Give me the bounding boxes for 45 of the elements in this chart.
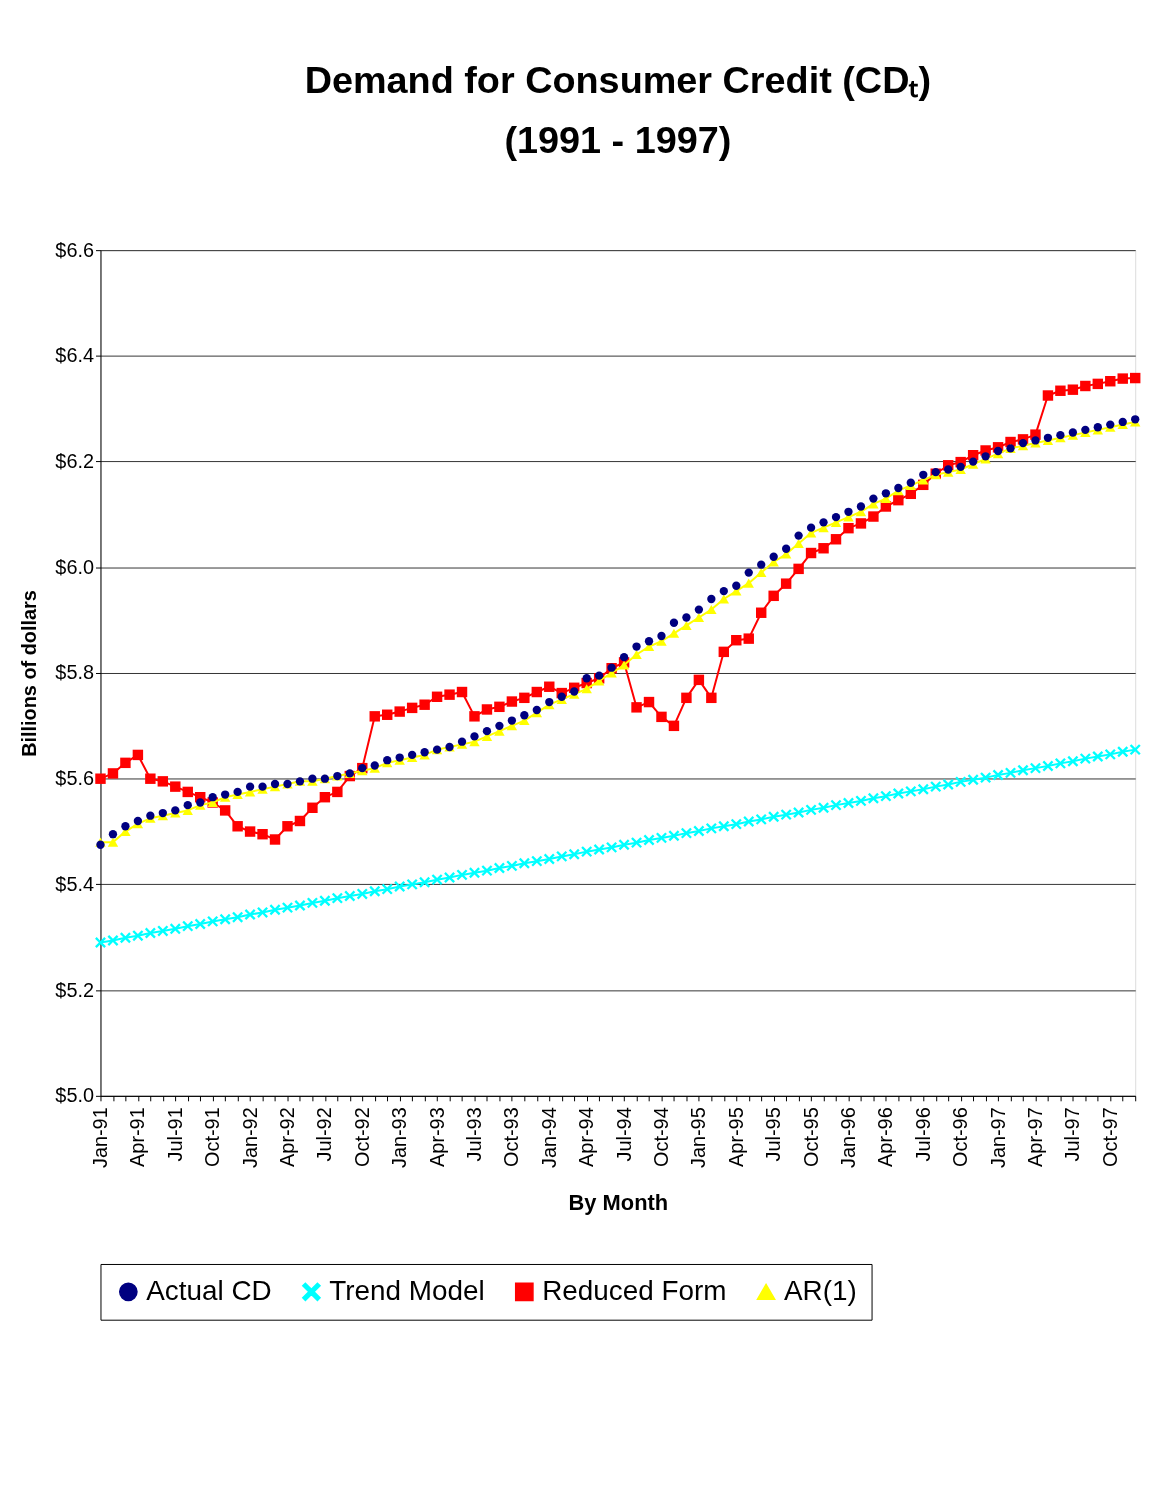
- chart-title: Demand for Consumer Credit (CDₜ): [304, 58, 932, 101]
- x-tick-label: Oct-96: [949, 1107, 972, 1167]
- y-tick-label: $6.0: [55, 555, 95, 578]
- x-tick-label: Jul-91: [163, 1107, 186, 1162]
- x-tick-label: Jan-96: [836, 1107, 859, 1169]
- x-tick-label: Apr-94: [575, 1107, 598, 1167]
- x-tick-label: Jul-92: [313, 1107, 336, 1162]
- x-tick-label: Apr-92: [275, 1107, 298, 1167]
- x-tick-label: Jul-93: [462, 1107, 485, 1162]
- x-tick-label: Jul-94: [612, 1107, 635, 1162]
- x-tick-label: Oct-93: [500, 1107, 523, 1167]
- x-tick-label: Jul-96: [911, 1107, 934, 1162]
- x-tick-label: Apr-96: [874, 1107, 897, 1167]
- x-tick-label: Jan-92: [238, 1107, 261, 1169]
- legend-label: Actual CD: [146, 1274, 272, 1306]
- legend-label: AR(1): [784, 1274, 857, 1306]
- y-tick-label: $6.2: [55, 450, 95, 473]
- y-tick-label: $5.4: [55, 872, 95, 895]
- x-tick-label: Apr-97: [1023, 1107, 1046, 1167]
- x-tick-label: Jan-94: [537, 1107, 560, 1169]
- y-tick-label: $5.8: [55, 661, 95, 684]
- x-tick-label: Oct-95: [799, 1107, 822, 1167]
- x-tick-label: Oct-91: [201, 1107, 224, 1167]
- x-tick-label: Apr-95: [724, 1107, 747, 1167]
- y-tick-label: $6.4: [55, 344, 95, 367]
- x-tick-label: Oct-92: [350, 1107, 373, 1167]
- legend-label: Trend Model: [329, 1274, 485, 1306]
- y-tick-label: $6.6: [55, 238, 95, 261]
- y-tick-label: $5.2: [55, 978, 95, 1001]
- x-tick-label: Jan-91: [88, 1107, 111, 1169]
- x-tick-label: Jan-97: [986, 1107, 1009, 1169]
- x-tick-label: Jan-93: [388, 1107, 411, 1169]
- y-tick-label: $5.0: [55, 1084, 95, 1107]
- x-tick-label: Oct-97: [1098, 1107, 1121, 1167]
- x-tick-label: Jan-95: [687, 1107, 710, 1169]
- x-tick-label: Jul-95: [762, 1107, 785, 1162]
- legend-label: Reduced Form: [542, 1274, 727, 1306]
- x-tick-label: Jul-97: [1061, 1107, 1084, 1162]
- x-tick-label: Apr-93: [425, 1107, 448, 1167]
- chart-subtitle: (1991 - 1997): [504, 118, 732, 161]
- y-axis-title: Billions of dollars: [18, 590, 41, 757]
- x-axis-title: By Month: [568, 1189, 669, 1215]
- y-tick-label: $5.6: [55, 767, 95, 790]
- x-tick-label: Oct-94: [649, 1107, 672, 1167]
- x-tick-label: Apr-91: [126, 1107, 149, 1167]
